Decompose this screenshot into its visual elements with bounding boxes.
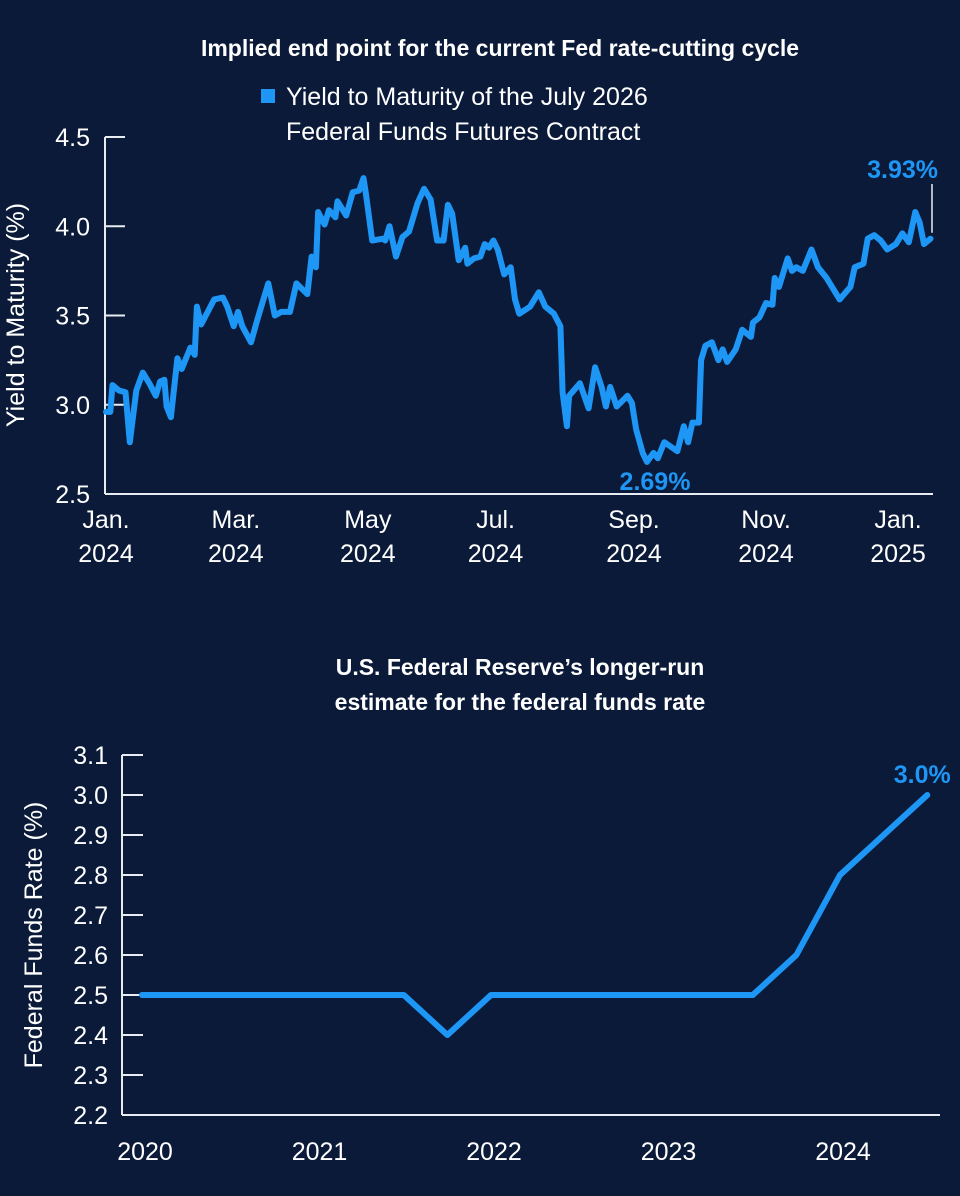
y-tick-label: 3.0 <box>55 392 90 420</box>
y-tick-label: 2.2 <box>73 1102 108 1130</box>
legend-label-line2: Federal Funds Futures Contract <box>286 118 640 146</box>
x-tick-label: 2022 <box>466 1138 522 1166</box>
x-tick-label-year: 2024 <box>340 540 396 568</box>
y-tick-label: 2.3 <box>73 1062 108 1090</box>
x-tick-label-year: 2024 <box>738 540 794 568</box>
chart-bottom: U.S. Federal Reserve’s longer-run estima… <box>20 654 951 1166</box>
y-axis-label: Yield to Maturity (%) <box>2 203 30 427</box>
x-tick-label-month: Jan. <box>874 506 921 534</box>
y-tick-label: 2.5 <box>73 982 108 1010</box>
x-tick-label-year: 2024 <box>78 540 134 568</box>
y-tick-label: 2.6 <box>73 942 108 970</box>
y-tick-label: 2.8 <box>73 862 108 890</box>
x-tick-label: 2020 <box>117 1138 173 1166</box>
series-line <box>103 175 934 465</box>
axes: 2.2 2.3 2.4 2.5 2.6 2.7 2.8 2.9 3.0 3.1 2020 2021 20… <box>73 742 940 1166</box>
y-tick-label: 4.5 <box>55 124 90 152</box>
x-tick-label-year: 2024 <box>208 540 264 568</box>
y-tick-label: 3.5 <box>55 303 90 331</box>
x-tick-label-month: Nov. <box>741 506 791 534</box>
x-tick-label-year: 2024 <box>468 540 524 568</box>
x-tick-label-year: 2024 <box>606 540 662 568</box>
annotation-low: 2.69% <box>620 468 691 496</box>
x-tick-label-month: Jan. <box>82 506 129 534</box>
annotation-last: 3.0% <box>894 761 951 789</box>
chart-top: Implied end point for the current Fed ra… <box>2 35 938 568</box>
legend-swatch <box>261 89 275 103</box>
axes: 2.5 3.0 3.5 4.0 4.5 Jan. 2024 Mar. 2024 May 2024 Ju… <box>55 124 933 568</box>
x-tick-label-year: 2025 <box>870 540 926 568</box>
x-tick-label: 2021 <box>292 1138 348 1166</box>
series-line <box>139 792 931 1038</box>
y-tick-label: 2.5 <box>55 481 90 509</box>
x-tick-label: 2023 <box>641 1138 697 1166</box>
y-tick-label: 2.4 <box>73 1022 108 1050</box>
x-tick-label: 2024 <box>815 1138 871 1166</box>
y-tick-label: 2.7 <box>73 902 108 930</box>
chart-title-line1: U.S. Federal Reserve’s longer-run <box>336 654 705 680</box>
y-axis-label: Federal Funds Rate (%) <box>20 802 48 1069</box>
chart-title: Implied end point for the current Fed ra… <box>201 35 799 61</box>
x-tick-label-month: May <box>344 506 392 534</box>
x-tick-label-month: Mar. <box>212 506 261 534</box>
y-tick-label: 3.1 <box>73 742 108 770</box>
y-tick-label: 3.0 <box>73 782 108 810</box>
annotations: 3.0% <box>894 761 951 789</box>
annotation-last: 3.93% <box>867 156 938 184</box>
y-tick-label: 4.0 <box>55 213 90 241</box>
chart-title-line2: estimate for the federal funds rate <box>335 689 706 715</box>
x-tick-label-month: Jul. <box>476 506 515 534</box>
annotations: 2.69% 3.93% <box>620 156 938 496</box>
y-tick-label: 2.9 <box>73 822 108 850</box>
legend-label-line1: Yield to Maturity of the July 2026 <box>286 83 648 111</box>
x-tick-label-month: Sep. <box>608 506 659 534</box>
